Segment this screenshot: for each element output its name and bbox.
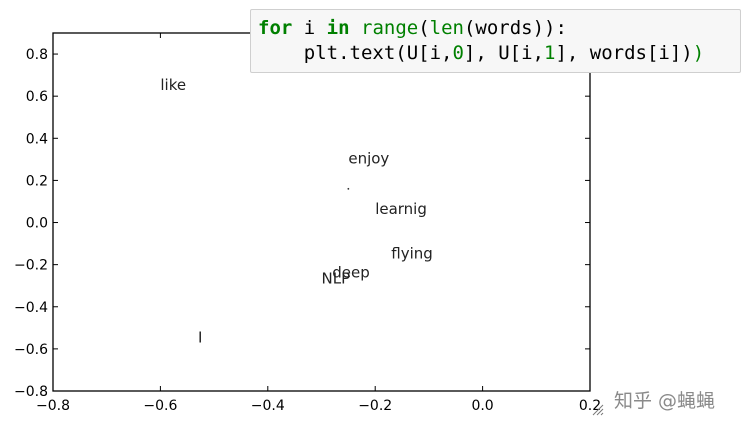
code-text: (words)): [463, 17, 567, 39]
y-tick-label: 0.2 [26, 173, 48, 189]
code-text: plt.text(U[i, [258, 42, 453, 64]
word-label-flying: flying [391, 244, 433, 262]
x-tick-label: −0.2 [358, 398, 392, 414]
x-tick-label: −0.4 [251, 398, 285, 414]
y-tick-label: −0.4 [14, 300, 48, 316]
word-label-learnig: learnig [375, 200, 427, 218]
keyword-for: for [258, 17, 293, 39]
data-point [347, 187, 350, 190]
code-space [350, 17, 361, 39]
code-text: ( [418, 17, 430, 39]
resize-grip-icon[interactable] [592, 404, 604, 416]
builtin-len: len [429, 17, 464, 39]
word-label-deep: deep [332, 263, 370, 281]
code-line-1: for i in range(len(words)): [258, 16, 740, 41]
axes [52, 32, 591, 392]
y-tick-label: −0.6 [14, 342, 48, 358]
word-label-like: like [160, 76, 186, 94]
code-line-2: plt.text(U[i,0], U[i,1], words[i])) [258, 41, 740, 66]
x-tick-label: −0.6 [143, 398, 177, 414]
watermark: 知乎 @蝇蝇 [614, 390, 716, 412]
y-tick-label: −0.8 [14, 384, 48, 400]
code-number: 1 [544, 42, 556, 64]
code-text: i [292, 17, 327, 39]
y-tick-label: 0.0 [26, 216, 48, 232]
keyword-in: in [326, 17, 350, 39]
y-tick-label: 0.8 [26, 47, 48, 63]
code-close-paren: ) [692, 42, 705, 64]
plot-frame [52, 32, 591, 392]
word-label-nlp: NLP [322, 270, 351, 288]
code-cell[interactable]: for i in range(len(words)): plt.text(U[i… [250, 9, 741, 73]
code-text: ], words[i]) [555, 42, 693, 64]
code-text: ], U[i, [463, 42, 544, 64]
code-number: 0 [452, 42, 464, 64]
y-tick-label: 0.6 [26, 89, 48, 105]
builtin-range: range [361, 17, 419, 39]
word-label-i: I [198, 329, 202, 347]
y-tick-label: 0.4 [26, 131, 48, 147]
x-tick-label: 0.0 [471, 398, 493, 414]
x-tick-label: 0.2 [579, 398, 601, 414]
ticks: −0.8 −0.6 −0.4 −0.2 0.0 0.2 −0.8 −0.6 −0.4 −0.2 0.… [14, 33, 601, 414]
y-tick-label: −0.2 [14, 258, 48, 274]
word-label-enjoy: enjoy [348, 150, 389, 168]
x-tick-label: −0.8 [36, 398, 70, 414]
